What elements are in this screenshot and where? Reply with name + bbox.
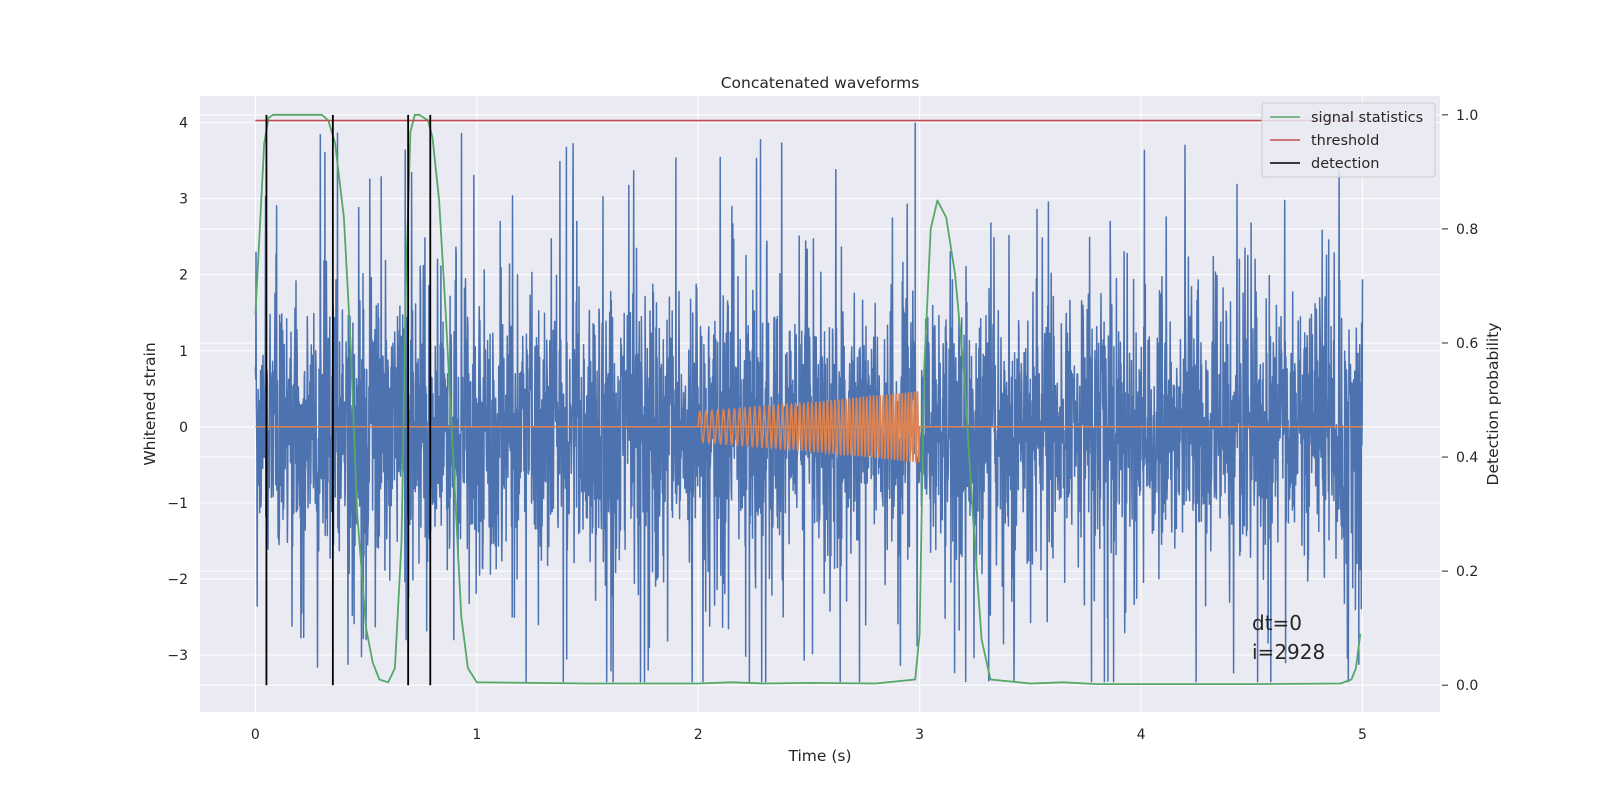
legend-box [1261,102,1436,178]
y2-tick-label: 1.0 [1456,108,1478,124]
legend-label-signal-statistics: signal statistics [1311,110,1423,126]
x-tick-label: 0 [251,727,260,743]
injected-signal-line [255,391,1363,465]
x-axis-label: Time (s) [787,747,851,765]
x-tick-label: 3 [915,727,924,743]
x-tick-label: 4 [1137,727,1146,743]
detection-layer [265,114,432,686]
y-tick-label: −3 [167,648,188,664]
y-tick-label: 3 [179,192,188,208]
legend-label-threshold: threshold [1311,133,1379,149]
x-tick-labels: 0 1 2 3 4 5 [251,727,1367,743]
y-tick-label: −1 [167,496,188,512]
injected-signal-layer [255,391,1363,465]
y2-tick-label: 0.0 [1456,678,1478,694]
y-axis-label: Whitened strain [141,342,159,465]
annotation-index: i=2928 [1252,640,1325,664]
y-tick-label: 4 [179,116,188,132]
y-tick-label: 0 [179,420,188,436]
legend-label-detection: detection [1311,156,1379,172]
strain-noise-line [254,122,1364,683]
strain-noise-layer [254,122,1364,683]
x-tick-label: 1 [472,727,481,743]
y-tick-labels: −3 −2 −1 0 1 2 3 4 [167,116,188,664]
chart-title: Concatenated waveforms [721,74,920,92]
y2-tick-label: 0.8 [1456,222,1478,238]
x-tick-label: 2 [694,727,703,743]
legend: signal statistics threshold detection [1261,102,1436,178]
y2-tick-labels: 0.0 0.2 0.4 0.6 0.8 1.0 [1442,108,1478,694]
y-tick-label: −2 [167,572,188,588]
y2-tick-label: 0.2 [1456,564,1478,580]
y2-tick-label: 0.6 [1456,336,1478,352]
y2-tick-label: 0.4 [1456,450,1478,466]
signal-statistics-line [254,113,1362,685]
x-tick-label: 5 [1358,727,1367,743]
y-tick-label: 2 [179,268,188,284]
annotation-dt: dt=0 [1252,611,1302,635]
signal-statistics-layer [254,113,1362,685]
y-tick-label: 1 [179,344,188,360]
y2-axis-label: Detection probability [1484,323,1502,486]
